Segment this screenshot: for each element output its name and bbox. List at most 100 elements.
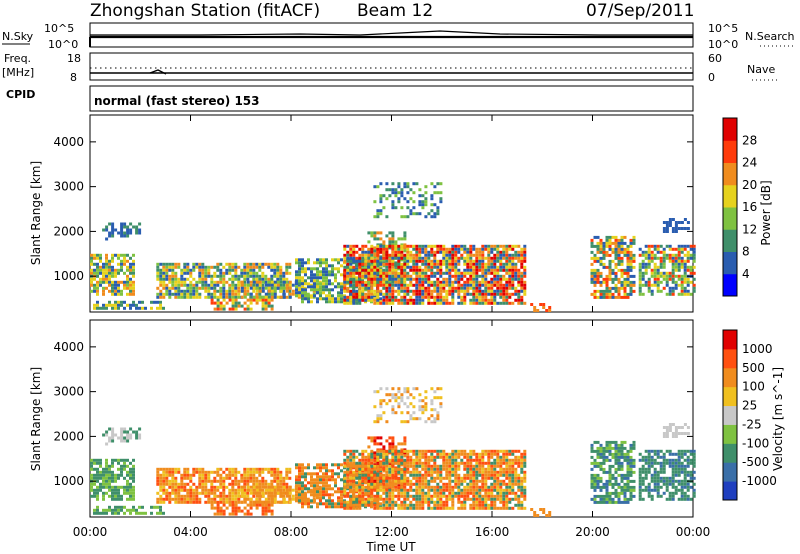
velocity-echo-cell bbox=[454, 452, 458, 456]
velocity-echo-cell bbox=[385, 470, 389, 474]
power-echo-cell bbox=[391, 259, 395, 263]
power-echo-cell bbox=[677, 247, 681, 251]
velocity-echo-cell bbox=[370, 449, 374, 453]
power-echo-cell bbox=[680, 259, 684, 263]
power-echo-cell bbox=[373, 185, 377, 189]
power-echo-cell bbox=[605, 265, 609, 269]
power-echo-cell bbox=[298, 276, 301, 280]
power-echo-cell bbox=[493, 301, 497, 305]
power-echo-cell bbox=[234, 301, 238, 305]
power-echo-cell bbox=[346, 271, 350, 275]
velocity-echo-cell bbox=[376, 503, 380, 507]
power-echo-cell bbox=[150, 306, 153, 310]
velocity-echo-cell bbox=[394, 488, 398, 492]
velocity-echo-cell bbox=[364, 473, 368, 477]
power-echo-cell bbox=[388, 253, 392, 257]
velocity-echo-cell bbox=[460, 449, 464, 453]
velocity-echo-cell bbox=[427, 491, 431, 495]
power-echo-cell bbox=[511, 280, 515, 284]
velocity-echo-cell bbox=[108, 488, 111, 492]
power-echo-cell bbox=[295, 261, 298, 265]
velocity-echo-cell bbox=[222, 488, 226, 492]
power-echo-cell bbox=[463, 250, 467, 254]
power-echo-cell bbox=[421, 289, 425, 293]
power-echo-cell bbox=[620, 259, 624, 263]
power-echo-cell bbox=[195, 283, 199, 287]
power-echo-cell bbox=[460, 256, 464, 260]
velocity-echo-cell bbox=[273, 494, 277, 498]
power-echo-cell bbox=[325, 282, 328, 286]
velocity-echo-cell bbox=[376, 458, 380, 462]
velocity-echo-cell bbox=[249, 491, 253, 495]
power-echo-cell bbox=[442, 301, 446, 305]
velocity-echo-cell bbox=[132, 488, 135, 492]
power-echo-cell bbox=[671, 218, 675, 221]
power-echo-cell bbox=[424, 250, 428, 254]
power-echo-cell bbox=[605, 250, 609, 254]
power-echo-cell bbox=[376, 209, 380, 213]
velocity-echo-cell bbox=[376, 506, 380, 510]
power-echo-cell bbox=[301, 276, 304, 280]
power-echo-cell bbox=[505, 265, 509, 269]
power-echo-cell bbox=[511, 283, 515, 287]
cpid-label: CPID bbox=[6, 88, 35, 101]
power-echo-cell bbox=[412, 256, 416, 260]
velocity-echo-cell bbox=[213, 491, 217, 495]
velocity-echo-cell bbox=[204, 500, 208, 504]
power-echo-cell bbox=[132, 271, 135, 275]
power-echo-cell bbox=[457, 292, 461, 296]
power-echo-cell bbox=[379, 289, 383, 293]
power-echo-cell bbox=[276, 295, 280, 299]
velocity-echo-cell bbox=[298, 475, 301, 479]
power-echo-cell bbox=[349, 301, 353, 305]
power-echo-cell bbox=[629, 280, 633, 284]
power-echo-cell bbox=[222, 292, 226, 296]
power-colorbar-segment bbox=[723, 118, 737, 141]
power-echo-cell bbox=[198, 280, 202, 284]
power-echo-cell bbox=[346, 253, 350, 257]
velocity-echo-cell bbox=[129, 511, 132, 515]
velocity-echo-cell bbox=[439, 464, 443, 468]
velocity-echo-cell bbox=[376, 485, 380, 489]
power-echo-cell bbox=[391, 244, 395, 248]
velocity-echo-cell bbox=[126, 430, 130, 434]
velocity-echo-cell bbox=[427, 470, 431, 474]
power-echo-cell bbox=[674, 286, 678, 290]
power-echo-cell bbox=[481, 292, 485, 296]
velocity-echo-cell bbox=[105, 485, 108, 489]
velocity-echo-cell bbox=[409, 473, 413, 477]
power-echo-cell bbox=[285, 295, 289, 299]
velocity-echo-cell bbox=[225, 485, 229, 489]
velocity-echo-cell bbox=[373, 497, 377, 501]
velocity-echo-cell bbox=[165, 494, 169, 498]
power-echo-cell bbox=[533, 306, 537, 309]
velocity-echo-cell bbox=[358, 452, 362, 456]
velocity-echo-cell bbox=[210, 479, 214, 483]
power-echo-cell bbox=[132, 292, 135, 296]
velocity-echo-cell bbox=[343, 473, 347, 477]
velocity-echo-cell bbox=[427, 482, 431, 486]
velocity-echo-cell bbox=[439, 485, 443, 489]
velocity-echo-cell bbox=[291, 497, 295, 501]
power-echo-cell bbox=[481, 298, 485, 302]
power-echo-cell bbox=[439, 280, 443, 284]
velocity-echo-cell bbox=[322, 481, 325, 485]
velocity-echo-cell bbox=[379, 482, 383, 486]
velocity-echo-cell bbox=[382, 473, 386, 477]
power-echo-cell bbox=[418, 283, 422, 287]
velocity-echo-cell bbox=[445, 482, 449, 486]
velocity-echo-cell bbox=[400, 503, 404, 507]
velocity-echo-cell bbox=[120, 470, 123, 474]
velocity-echo-cell bbox=[231, 482, 235, 486]
power-echo-cell bbox=[427, 295, 431, 299]
velocity-echo-cell bbox=[111, 479, 114, 483]
velocity-echo-cell bbox=[343, 449, 347, 453]
velocity-echo-cell bbox=[117, 458, 120, 462]
power-echo-cell bbox=[517, 268, 521, 272]
power-echo-cell bbox=[207, 286, 211, 290]
power-echo-cell bbox=[460, 244, 464, 248]
velocity-echo-cell bbox=[273, 485, 277, 489]
velocity-echo-cell bbox=[412, 458, 416, 462]
power-echo-cell bbox=[424, 200, 428, 204]
